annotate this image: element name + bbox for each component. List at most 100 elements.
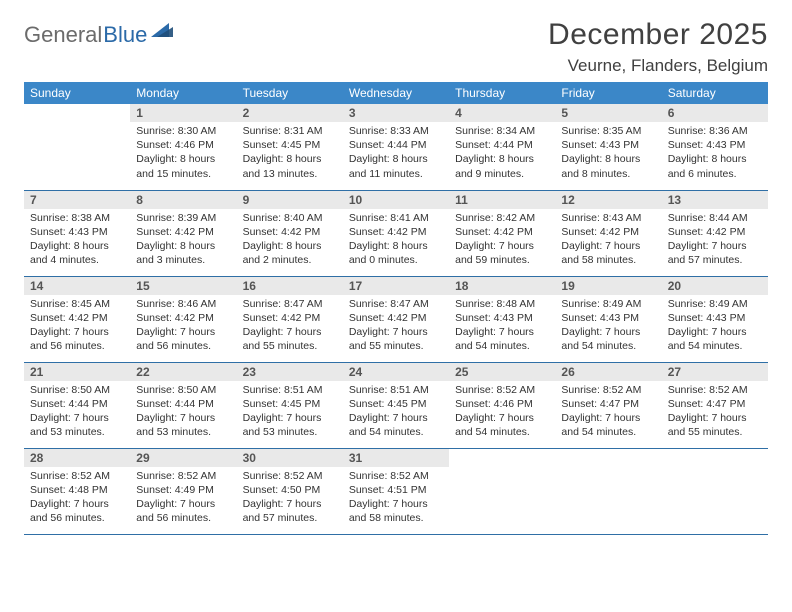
day-number: 28 (24, 449, 130, 467)
day-number: 5 (555, 104, 661, 122)
day-body: Sunrise: 8:36 AMSunset: 4:43 PMDaylight:… (662, 122, 768, 185)
day-number: 12 (555, 191, 661, 209)
sunset-text: Sunset: 4:43 PM (668, 138, 762, 152)
day-body: Sunrise: 8:30 AMSunset: 4:46 PMDaylight:… (130, 122, 236, 185)
sunrise-text: Sunrise: 8:47 AM (243, 297, 337, 311)
daylight-text: Daylight: 7 hours and 54 minutes. (668, 325, 762, 353)
weekday-header: Tuesday (237, 82, 343, 104)
day-number: 6 (662, 104, 768, 122)
calendar-cell: 11Sunrise: 8:42 AMSunset: 4:42 PMDayligh… (449, 190, 555, 276)
sunset-text: Sunset: 4:44 PM (30, 397, 124, 411)
daylight-text: Daylight: 7 hours and 58 minutes. (561, 239, 655, 267)
calendar-cell: 1Sunrise: 8:30 AMSunset: 4:46 PMDaylight… (130, 104, 236, 190)
daylight-text: Daylight: 7 hours and 57 minutes. (243, 497, 337, 525)
day-body: Sunrise: 8:43 AMSunset: 4:42 PMDaylight:… (555, 209, 661, 272)
title-block: December 2025 Veurne, Flanders, Belgium (548, 18, 768, 76)
sunrise-text: Sunrise: 8:51 AM (243, 383, 337, 397)
day-body: Sunrise: 8:52 AMSunset: 4:48 PMDaylight:… (24, 467, 130, 530)
calendar-cell: 31Sunrise: 8:52 AMSunset: 4:51 PMDayligh… (343, 448, 449, 534)
day-number: 14 (24, 277, 130, 295)
header-row: General Blue December 2025 Veurne, Fland… (24, 18, 768, 76)
sunrise-text: Sunrise: 8:44 AM (668, 211, 762, 225)
location-text: Veurne, Flanders, Belgium (548, 56, 768, 76)
day-number: 4 (449, 104, 555, 122)
sunrise-text: Sunrise: 8:40 AM (243, 211, 337, 225)
day-number: 29 (130, 449, 236, 467)
calendar-body: 1Sunrise: 8:30 AMSunset: 4:46 PMDaylight… (24, 104, 768, 534)
calendar-cell: 4Sunrise: 8:34 AMSunset: 4:44 PMDaylight… (449, 104, 555, 190)
weekday-header: Sunday (24, 82, 130, 104)
sunset-text: Sunset: 4:45 PM (243, 397, 337, 411)
sunset-text: Sunset: 4:48 PM (30, 483, 124, 497)
daylight-text: Daylight: 7 hours and 55 minutes. (668, 411, 762, 439)
sunset-text: Sunset: 4:43 PM (30, 225, 124, 239)
sunrise-text: Sunrise: 8:39 AM (136, 211, 230, 225)
weekday-header: Saturday (662, 82, 768, 104)
day-number: 25 (449, 363, 555, 381)
weekday-header: Wednesday (343, 82, 449, 104)
sunrise-text: Sunrise: 8:50 AM (30, 383, 124, 397)
day-body: Sunrise: 8:47 AMSunset: 4:42 PMDaylight:… (237, 295, 343, 358)
day-number: 22 (130, 363, 236, 381)
day-body: Sunrise: 8:52 AMSunset: 4:51 PMDaylight:… (343, 467, 449, 530)
day-number: 18 (449, 277, 555, 295)
calendar-cell: 9Sunrise: 8:40 AMSunset: 4:42 PMDaylight… (237, 190, 343, 276)
calendar-cell: 22Sunrise: 8:50 AMSunset: 4:44 PMDayligh… (130, 362, 236, 448)
calendar-cell: 5Sunrise: 8:35 AMSunset: 4:43 PMDaylight… (555, 104, 661, 190)
sunrise-text: Sunrise: 8:47 AM (349, 297, 443, 311)
calendar-cell: 19Sunrise: 8:49 AMSunset: 4:43 PMDayligh… (555, 276, 661, 362)
day-number: 16 (237, 277, 343, 295)
brand-logo: General Blue (24, 18, 175, 48)
day-body: Sunrise: 8:35 AMSunset: 4:43 PMDaylight:… (555, 122, 661, 185)
day-body: Sunrise: 8:31 AMSunset: 4:45 PMDaylight:… (237, 122, 343, 185)
day-body: Sunrise: 8:50 AMSunset: 4:44 PMDaylight:… (130, 381, 236, 444)
sunrise-text: Sunrise: 8:52 AM (136, 469, 230, 483)
calendar-cell: 10Sunrise: 8:41 AMSunset: 4:42 PMDayligh… (343, 190, 449, 276)
day-number: 27 (662, 363, 768, 381)
day-body: Sunrise: 8:38 AMSunset: 4:43 PMDaylight:… (24, 209, 130, 272)
day-number: 7 (24, 191, 130, 209)
sunset-text: Sunset: 4:46 PM (455, 397, 549, 411)
day-body: Sunrise: 8:33 AMSunset: 4:44 PMDaylight:… (343, 122, 449, 185)
sunrise-text: Sunrise: 8:52 AM (243, 469, 337, 483)
sunset-text: Sunset: 4:42 PM (136, 225, 230, 239)
sunrise-text: Sunrise: 8:50 AM (136, 383, 230, 397)
day-number: 20 (662, 277, 768, 295)
calendar-cell: 18Sunrise: 8:48 AMSunset: 4:43 PMDayligh… (449, 276, 555, 362)
day-body: Sunrise: 8:42 AMSunset: 4:42 PMDaylight:… (449, 209, 555, 272)
sunrise-text: Sunrise: 8:49 AM (561, 297, 655, 311)
day-number: 30 (237, 449, 343, 467)
day-body: Sunrise: 8:40 AMSunset: 4:42 PMDaylight:… (237, 209, 343, 272)
day-number: 15 (130, 277, 236, 295)
calendar-cell (24, 104, 130, 190)
daylight-text: Daylight: 7 hours and 54 minutes. (561, 411, 655, 439)
daylight-text: Daylight: 8 hours and 15 minutes. (136, 152, 230, 180)
sunset-text: Sunset: 4:42 PM (349, 225, 443, 239)
calendar-cell: 15Sunrise: 8:46 AMSunset: 4:42 PMDayligh… (130, 276, 236, 362)
calendar-week: 1Sunrise: 8:30 AMSunset: 4:46 PMDaylight… (24, 104, 768, 190)
calendar-cell: 20Sunrise: 8:49 AMSunset: 4:43 PMDayligh… (662, 276, 768, 362)
calendar-cell: 27Sunrise: 8:52 AMSunset: 4:47 PMDayligh… (662, 362, 768, 448)
day-number: 11 (449, 191, 555, 209)
daylight-text: Daylight: 7 hours and 56 minutes. (136, 497, 230, 525)
day-number: 2 (237, 104, 343, 122)
sunset-text: Sunset: 4:42 PM (243, 311, 337, 325)
daylight-text: Daylight: 7 hours and 59 minutes. (455, 239, 549, 267)
sunrise-text: Sunrise: 8:30 AM (136, 124, 230, 138)
day-number: 10 (343, 191, 449, 209)
sunrise-text: Sunrise: 8:43 AM (561, 211, 655, 225)
sunset-text: Sunset: 4:43 PM (455, 311, 549, 325)
day-body: Sunrise: 8:46 AMSunset: 4:42 PMDaylight:… (130, 295, 236, 358)
day-number: 26 (555, 363, 661, 381)
day-body: Sunrise: 8:52 AMSunset: 4:50 PMDaylight:… (237, 467, 343, 530)
sunset-text: Sunset: 4:43 PM (668, 311, 762, 325)
sunset-text: Sunset: 4:45 PM (243, 138, 337, 152)
sunrise-text: Sunrise: 8:52 AM (349, 469, 443, 483)
day-body: Sunrise: 8:51 AMSunset: 4:45 PMDaylight:… (343, 381, 449, 444)
sunset-text: Sunset: 4:44 PM (349, 138, 443, 152)
daylight-text: Daylight: 7 hours and 54 minutes. (455, 411, 549, 439)
calendar-cell: 26Sunrise: 8:52 AMSunset: 4:47 PMDayligh… (555, 362, 661, 448)
brand-part1: General (24, 22, 102, 48)
calendar-cell: 16Sunrise: 8:47 AMSunset: 4:42 PMDayligh… (237, 276, 343, 362)
day-body: Sunrise: 8:49 AMSunset: 4:43 PMDaylight:… (555, 295, 661, 358)
